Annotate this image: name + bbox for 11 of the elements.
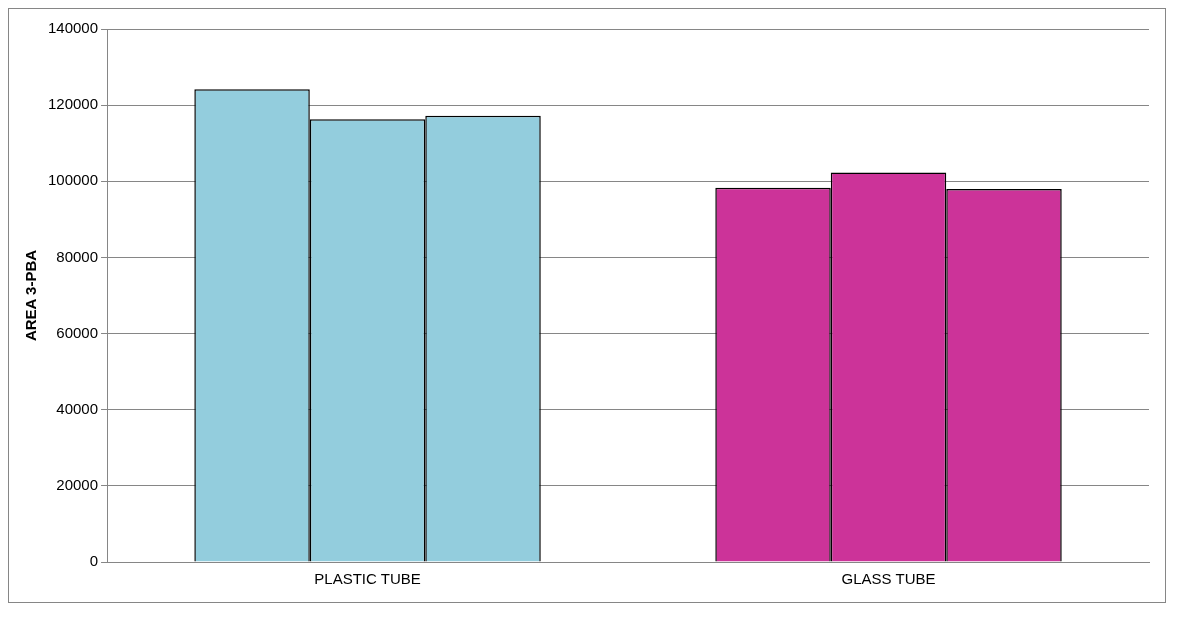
- y-tick-label: 40000: [56, 399, 99, 417]
- y-tick-label: 60000: [56, 323, 99, 341]
- x-tick-label: PLASTIC TUBE: [314, 570, 421, 588]
- y-tick-label: 140000: [47, 19, 99, 37]
- y-tick-label: 80000: [56, 247, 99, 265]
- x-tick-label: GLASS TUBE: [841, 570, 936, 588]
- y-axis-title: AREA 3-PBA: [22, 249, 40, 342]
- y-tick-label: 100000: [47, 171, 99, 189]
- y-tick-label: 20000: [56, 476, 99, 493]
- y-tick-label: 120000: [47, 95, 99, 113]
- y-tick-label: 0: [89, 552, 99, 570]
